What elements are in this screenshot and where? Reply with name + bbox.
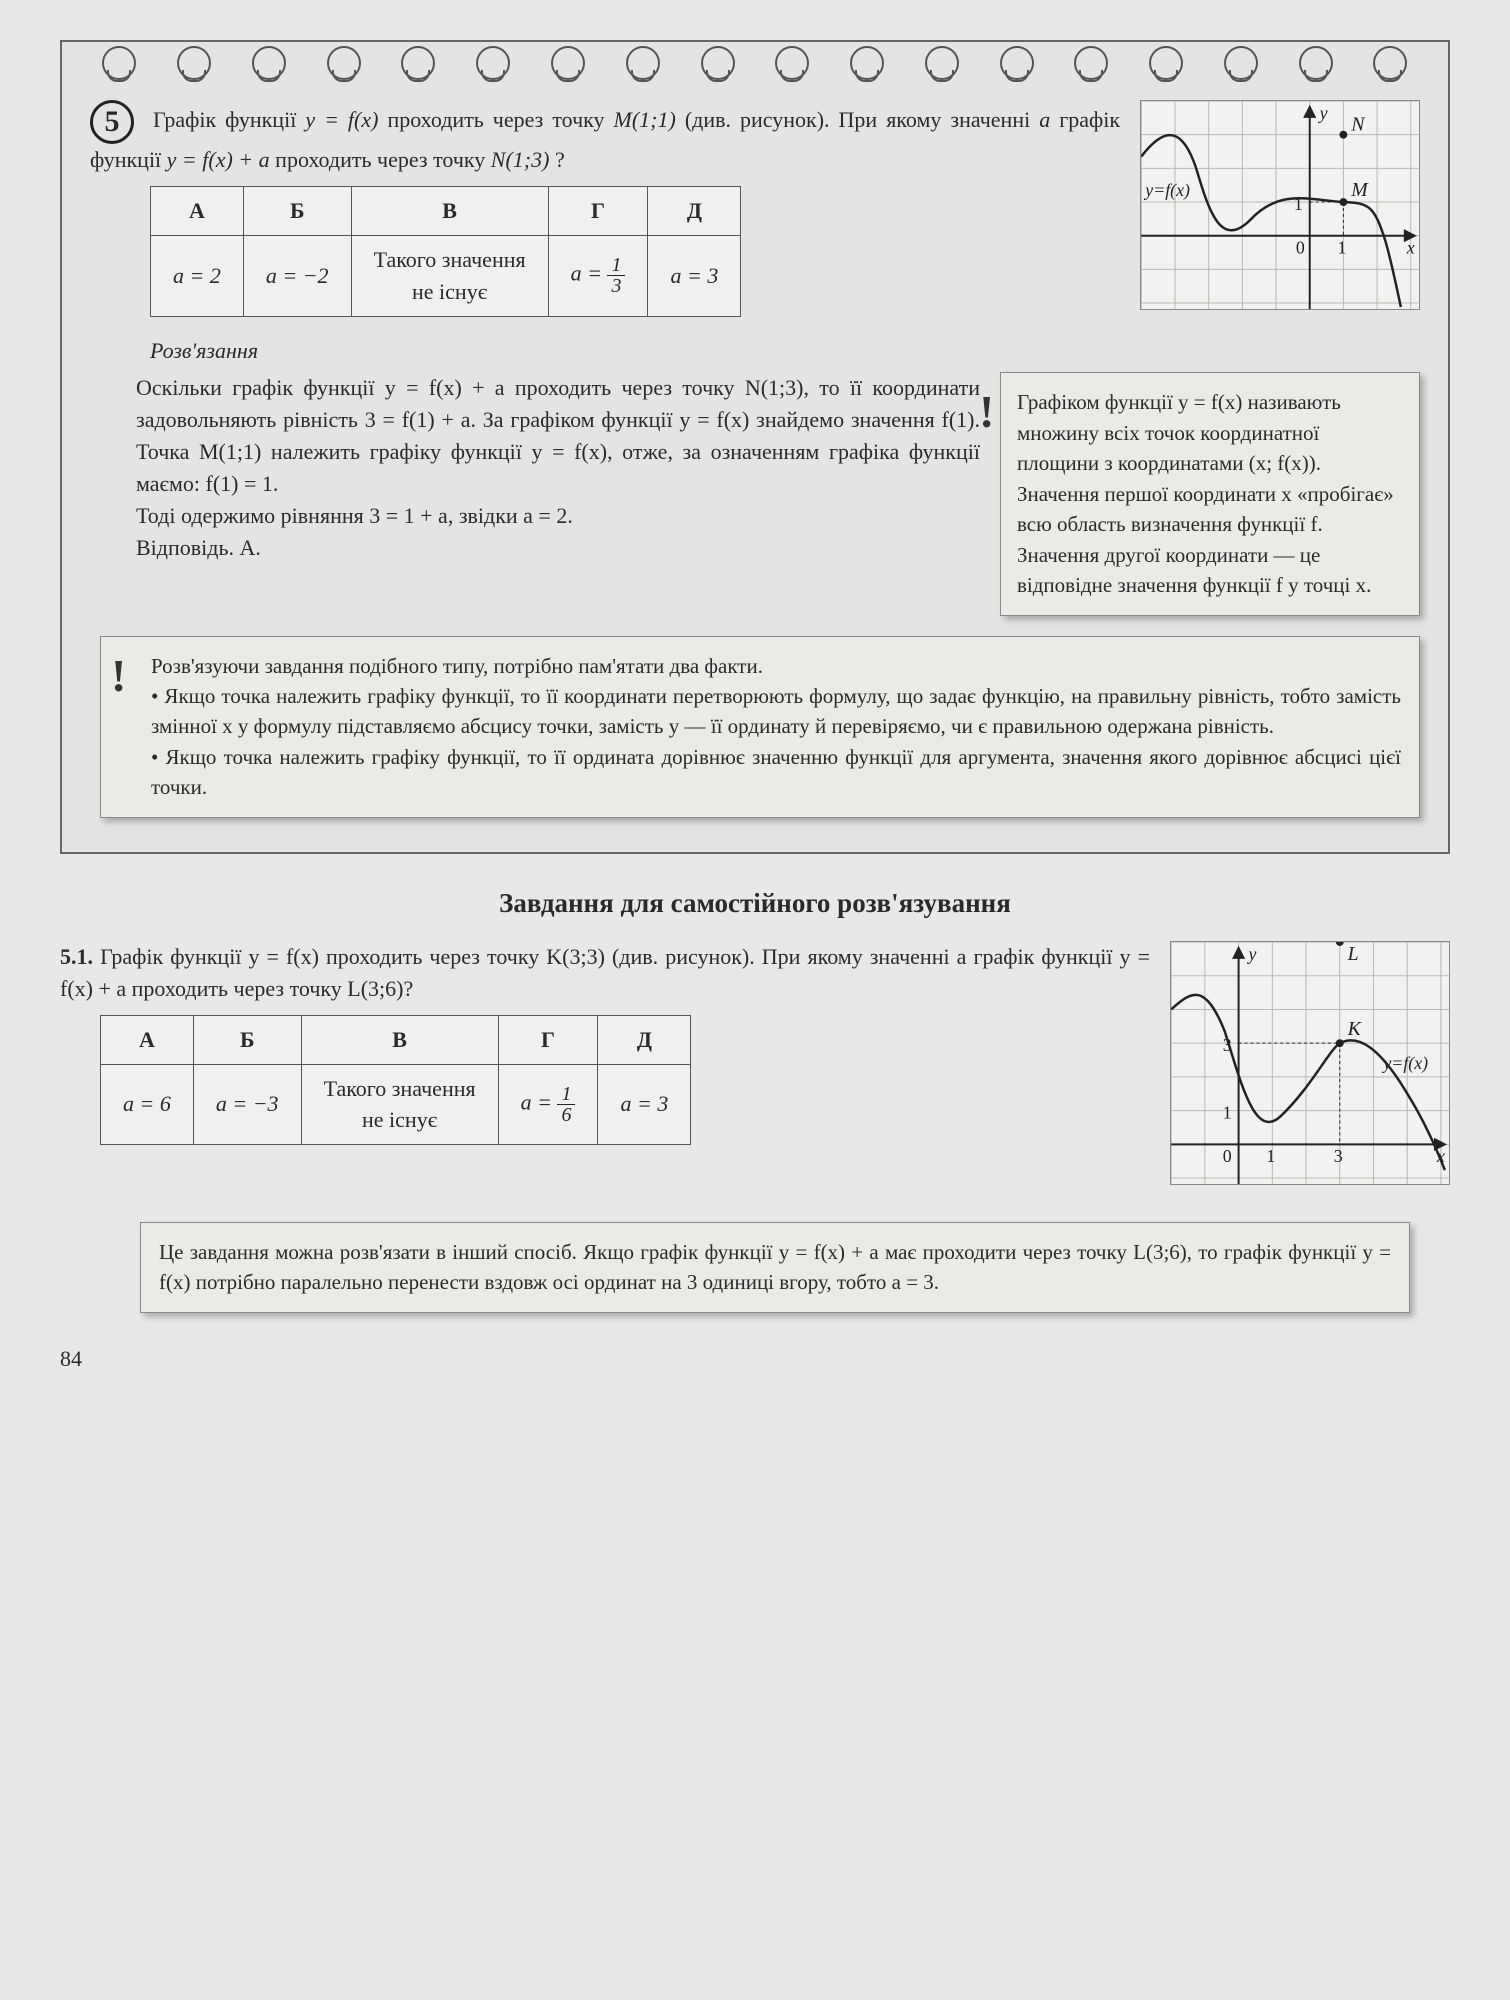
frac-cell: a = 16 (498, 1064, 598, 1145)
problem-frame: 5 Графік функції y = f(x) проходить чере… (60, 40, 1450, 854)
svg-text:3: 3 (1334, 1146, 1343, 1166)
grid: 0 1 1 x y M N y=f(x) (1141, 101, 1418, 309)
solution-row: Оскільки графік функції y = f(x) + a про… (90, 372, 1420, 615)
svg-text:1: 1 (1223, 1102, 1232, 1122)
spiral-binding (62, 42, 1448, 80)
solution-label: Розв'язання (150, 335, 1420, 367)
svg-text:y: y (1318, 103, 1328, 123)
svg-text:0: 0 (1223, 1146, 1232, 1166)
svg-text:L: L (1347, 943, 1359, 965)
svg-text:M: M (1350, 179, 1369, 201)
tip-box: ! Розв'язуючи завдання подібного типу, п… (100, 636, 1420, 818)
svg-text:0: 0 (1296, 238, 1305, 258)
problem-5-1: 5.1. Графік функції y = f(x) проходить ч… (60, 941, 1450, 1194)
table-row: a = 2 a = −2 Такого значення не існує a … (151, 235, 741, 316)
definition-box: ! Графіком функції y = f(x) називають мн… (1000, 372, 1420, 615)
svg-text:1: 1 (1266, 1146, 1275, 1166)
problem-5-row: 5 Графік функції y = f(x) проходить чере… (90, 100, 1420, 327)
section-heading: Завдання для самостійного розв'язування (60, 884, 1450, 923)
problem-5-text: 5 Графік функції y = f(x) проходить чере… (90, 100, 1120, 327)
problem-5-answer-table: А Б В Г Д a = 2 a = −2 Такого значення н… (150, 186, 741, 317)
problem-5-1-graph: 0 1 3 1 3 x y K L y=f(x) (1170, 941, 1450, 1194)
problem-5-1-text: 5.1. Графік функції y = f(x) проходить ч… (60, 941, 1150, 1155)
svg-text:K: K (1347, 1018, 1363, 1040)
solution-text: Оскільки графік функції y = f(x) + a про… (90, 372, 980, 563)
page-number: 84 (60, 1343, 1450, 1375)
svg-text:x: x (1406, 238, 1415, 258)
svg-text:N: N (1350, 114, 1366, 136)
svg-text:1: 1 (1294, 194, 1303, 214)
problem-5-1-answer-table: А Б В Г Д a = 6 a = −3 Такого значення н… (100, 1015, 691, 1146)
svg-text:1: 1 (1337, 238, 1346, 258)
problem-5-graph: 0 1 1 x y M N y=f(x) (1140, 100, 1420, 319)
frac-cell: a = 13 (548, 235, 648, 316)
table-row: А Б В Г Д (151, 186, 741, 235)
svg-text:y=f(x): y=f(x) (1381, 1053, 1428, 1074)
svg-text:y=f(x): y=f(x) (1143, 180, 1190, 201)
svg-text:y: y (1247, 944, 1257, 964)
exclaim-icon: ! (111, 643, 126, 710)
table-row: a = 6 a = −3 Такого значення не існує a … (101, 1064, 691, 1145)
problem-number-5: 5 (90, 100, 134, 144)
svg-text:3: 3 (1223, 1035, 1232, 1055)
exclaim-icon: ! (979, 379, 994, 446)
table-row: А Б В Г Д (101, 1015, 691, 1064)
svg-text:x: x (1436, 1146, 1445, 1166)
hint-box: Це завдання можна розв'язати в інший спо… (140, 1222, 1410, 1313)
